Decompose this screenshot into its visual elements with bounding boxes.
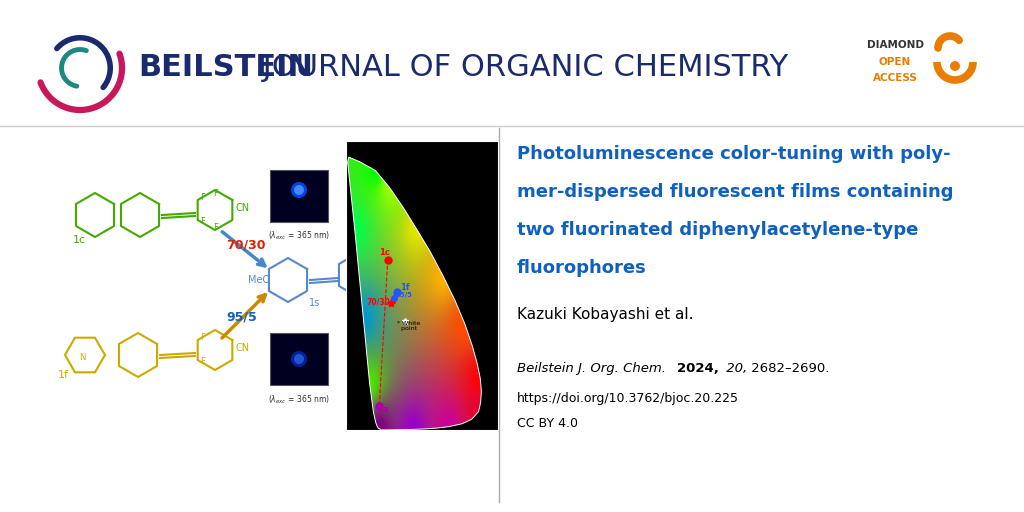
Text: 2682–2690.: 2682–2690. [748, 362, 829, 375]
Y-axis label: y: y [317, 283, 327, 288]
Text: ACCESS: ACCESS [872, 73, 918, 83]
Text: 1c: 1c [379, 248, 390, 257]
Text: 2024,: 2024, [677, 362, 719, 375]
Text: * White
  point: * White point [397, 321, 420, 331]
Text: 1s: 1s [309, 298, 321, 308]
Polygon shape [346, 141, 498, 430]
Text: OPEN: OPEN [879, 57, 911, 67]
Text: JOURNAL OF ORGANIC CHEMISTRY: JOURNAL OF ORGANIC CHEMISTRY [253, 53, 788, 82]
Text: F: F [200, 357, 205, 367]
Text: 1c: 1c [73, 235, 86, 245]
Text: fluorophores: fluorophores [517, 259, 647, 277]
Text: 95/5: 95/5 [226, 310, 257, 324]
Circle shape [294, 354, 304, 364]
Text: F: F [200, 218, 205, 226]
Text: two fluorinated diphenylacetylene-type: two fluorinated diphenylacetylene-type [517, 221, 919, 239]
Circle shape [291, 182, 307, 198]
Text: MeO: MeO [248, 275, 270, 285]
Text: CN: CN [378, 268, 392, 278]
Text: F: F [213, 224, 218, 232]
Text: 1f: 1f [400, 283, 410, 292]
Text: BEILSTEIN: BEILSTEIN [138, 53, 313, 82]
Text: DIAMOND: DIAMOND [866, 40, 924, 50]
Text: Kazuki Kobayashi et al.: Kazuki Kobayashi et al. [517, 307, 693, 322]
Text: CC BY 4.0: CC BY 4.0 [517, 417, 579, 430]
Text: 70/30: 70/30 [226, 239, 265, 251]
Text: F: F [213, 188, 218, 198]
Bar [270, 333, 328, 385]
Text: ($\lambda_{exc}$ = 365 nm): ($\lambda_{exc}$ = 365 nm) [268, 230, 330, 243]
Text: 1a: 1a [378, 406, 389, 414]
Text: mer-dispersed fluorescent films containing: mer-dispersed fluorescent films containi… [517, 183, 953, 201]
Text: 95/5: 95/5 [395, 292, 413, 297]
Text: 70/30: 70/30 [366, 297, 390, 307]
Text: F: F [200, 333, 205, 343]
Text: ($\lambda_{exc}$ = 365 nm): ($\lambda_{exc}$ = 365 nm) [268, 393, 330, 406]
Text: 1f: 1f [58, 370, 69, 380]
Circle shape [291, 351, 307, 367]
Text: N: N [79, 353, 85, 362]
X-axis label: x: x [420, 445, 424, 455]
Bar [270, 170, 328, 222]
Text: CN: CN [234, 343, 249, 353]
Text: F: F [200, 194, 205, 203]
Text: Photoluminescence color-tuning with poly-: Photoluminescence color-tuning with poly… [517, 145, 950, 163]
Text: CN: CN [234, 203, 249, 213]
Circle shape [949, 60, 961, 72]
Text: 20,: 20, [722, 362, 748, 375]
Text: Beilstein J. Org. Chem.: Beilstein J. Org. Chem. [517, 362, 671, 375]
Text: https://doi.org/10.3762/bjoc.20.225: https://doi.org/10.3762/bjoc.20.225 [517, 392, 739, 405]
Circle shape [294, 185, 304, 195]
